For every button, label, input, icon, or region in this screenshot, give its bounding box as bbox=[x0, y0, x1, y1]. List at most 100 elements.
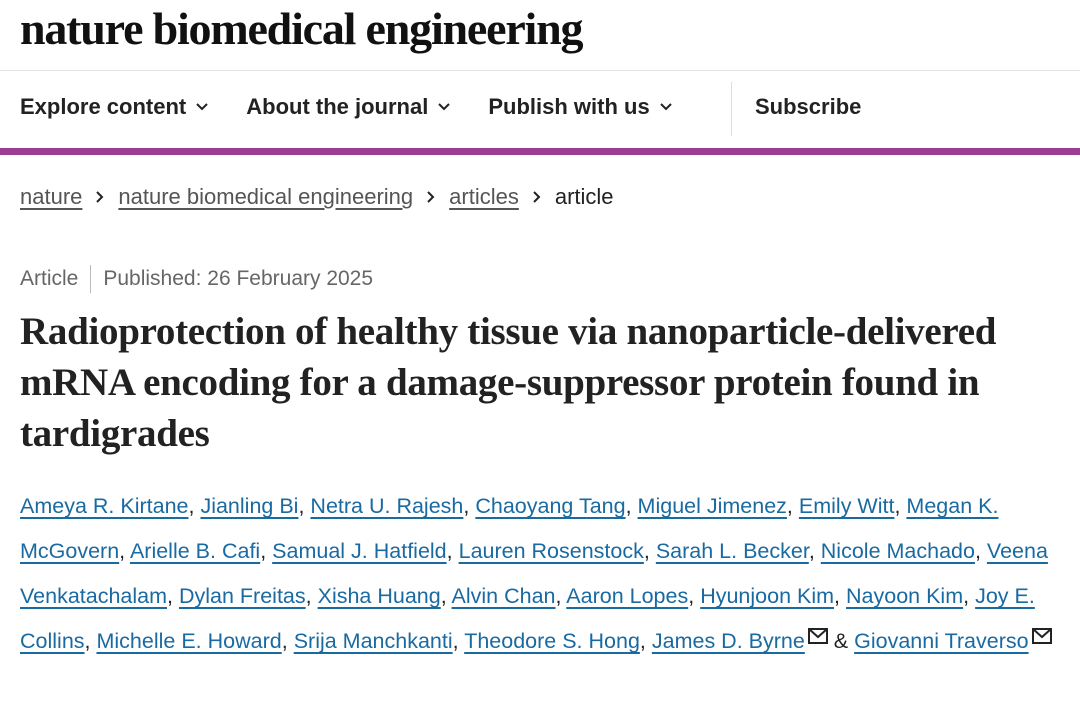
author-separator: , bbox=[167, 584, 173, 608]
author-separator: , bbox=[688, 584, 695, 608]
author-name[interactable]: Aaron Lopes bbox=[566, 584, 689, 608]
author-name[interactable]: James D. Byrne bbox=[651, 629, 805, 653]
author-entry: Veena Venkatachalam, bbox=[20, 539, 1048, 608]
nav-item[interactable]: About the journal bbox=[246, 94, 451, 120]
author-name[interactable]: Chaoyang Tang bbox=[475, 494, 626, 518]
mail-icon bbox=[1031, 628, 1052, 644]
divider bbox=[0, 70, 1080, 71]
author-entry: Michelle E. Howard, bbox=[97, 629, 288, 653]
chevron-down-path bbox=[196, 103, 208, 111]
chevron-down-path bbox=[659, 103, 672, 111]
author-name[interactable]: Dylan Freitas bbox=[178, 584, 306, 608]
nav-label: Explore content bbox=[20, 94, 187, 119]
accent-bar bbox=[0, 148, 1080, 155]
author-separator: , bbox=[894, 494, 901, 518]
breadcrumb-chevron bbox=[96, 191, 104, 203]
author-name[interactable]: Sarah L. Becker bbox=[655, 539, 809, 563]
author-separator: , bbox=[463, 494, 470, 518]
breadcrumb-link[interactable]: nature biomedical engineering bbox=[118, 184, 414, 209]
published-date: Published: 26 February 2025 bbox=[103, 267, 374, 290]
author-entry: Arielle B. Cafi, bbox=[130, 539, 266, 563]
article-title: Radioprotection of healthy tissue via na… bbox=[20, 310, 997, 455]
author-name[interactable]: Emily Witt bbox=[798, 494, 895, 518]
author-name[interactable]: Megan K. McGovern bbox=[20, 494, 999, 563]
author-entry: Miguel Jimenez, bbox=[638, 494, 793, 518]
breadcrumb-current: article bbox=[554, 184, 614, 209]
author-entry: Aaron Lopes, bbox=[566, 584, 694, 608]
author-separator: , bbox=[305, 584, 312, 608]
author-name[interactable]: Miguel Jimenez bbox=[637, 494, 787, 518]
author-name[interactable]: Hyunjoon Kim bbox=[700, 584, 835, 608]
author-entry: Ameya R. Kirtane, bbox=[20, 494, 194, 518]
chevron-down bbox=[659, 103, 672, 111]
author-entry: Nicole Machado, bbox=[821, 539, 981, 563]
author-entry: Hyunjoon Kim, bbox=[700, 584, 840, 608]
author-name[interactable]: Theodore S. Hong bbox=[464, 629, 640, 653]
chevron-down bbox=[196, 103, 208, 111]
author-entry: Srija Manchkanti, bbox=[294, 629, 459, 653]
journal-title[interactable]: nature biomedical engineering bbox=[20, 3, 584, 54]
chevron-down-path bbox=[438, 103, 451, 111]
author-name[interactable]: Veena Venkatachalam bbox=[20, 539, 1048, 608]
author-name[interactable]: Samual J. Hatfield bbox=[272, 539, 447, 563]
article-meta: Article Published: 26 February 2025 bbox=[20, 265, 373, 293]
breadcrumbs: nature nature biomedical engineering artic… bbox=[20, 184, 614, 210]
nav-item[interactable]: Explore content bbox=[20, 94, 208, 120]
author-name[interactable]: Srija Manchkanti bbox=[293, 629, 453, 653]
author-separator: , bbox=[834, 584, 841, 608]
author-entry: Jianling Bi, bbox=[200, 494, 304, 518]
author-separator: , bbox=[440, 584, 447, 608]
breadcrumb-link[interactable]: nature bbox=[20, 184, 83, 209]
nav-label: Publish with us bbox=[488, 94, 650, 119]
breadcrumb-chevron bbox=[427, 191, 435, 203]
author-separator: , bbox=[446, 539, 453, 563]
meta-separator bbox=[90, 265, 92, 293]
author-name[interactable]: Lauren Rosenstock bbox=[458, 539, 644, 563]
author-entry: Emily Witt, bbox=[799, 494, 901, 518]
author-entry: Giovanni Traverso bbox=[854, 628, 1052, 653]
nav-item[interactable]: Publish with us bbox=[488, 94, 672, 120]
author-name[interactable]: Arielle B. Cafi bbox=[129, 539, 261, 563]
nav: Explore content About the journal Publish … bbox=[20, 94, 710, 120]
author-separator: , bbox=[639, 629, 646, 653]
author-name[interactable]: Jianling Bi bbox=[200, 494, 299, 518]
author-name[interactable]: Alvin Chan bbox=[451, 584, 556, 608]
author-entry: Netra U. Rajesh, bbox=[310, 494, 469, 518]
author-entry: Lauren Rosenstock, bbox=[459, 539, 650, 563]
author-separator: , bbox=[974, 539, 981, 563]
author-name[interactable]: Netra U. Rajesh bbox=[310, 494, 464, 518]
mail-icon-path bbox=[807, 628, 828, 644]
author-name[interactable]: Nicole Machado bbox=[820, 539, 975, 563]
breadcrumb-chevron bbox=[533, 191, 541, 203]
author-separator: , bbox=[84, 629, 91, 653]
mail-icon bbox=[807, 628, 828, 644]
author-conjunction: & bbox=[833, 629, 849, 653]
author-separator: , bbox=[260, 539, 267, 563]
author-name[interactable]: Xisha Huang bbox=[317, 584, 441, 608]
author-separator: , bbox=[555, 584, 562, 608]
author-name[interactable]: Joy E. Collins bbox=[20, 584, 1035, 653]
author-entry: Dylan Freitas, bbox=[179, 584, 312, 608]
author-name[interactable]: Ameya R. Kirtane bbox=[20, 494, 189, 518]
breadcrumb-chevron-path bbox=[96, 191, 104, 203]
author-separator: , bbox=[786, 494, 793, 518]
author-name[interactable]: Giovanni Traverso bbox=[854, 629, 1029, 653]
breadcrumb-chevron-path bbox=[427, 191, 435, 203]
nav-separator bbox=[731, 82, 732, 136]
author-entry: Samual J. Hatfield, bbox=[272, 539, 452, 563]
author-separator: , bbox=[298, 494, 305, 518]
article-type: Article bbox=[20, 267, 79, 290]
author-name[interactable]: Michelle E. Howard bbox=[96, 629, 282, 653]
subscribe[interactable]: Subscribe bbox=[755, 94, 862, 119]
author-name[interactable]: Nayoon Kim bbox=[846, 584, 964, 608]
author-separator: , bbox=[808, 539, 815, 563]
breadcrumb-chevron-path bbox=[533, 191, 541, 203]
author-entry: Theodore S. Hong, bbox=[464, 629, 646, 653]
nav-label: About the journal bbox=[246, 94, 429, 119]
author-entry: Joy E. Collins, bbox=[20, 584, 1035, 653]
author-separator: , bbox=[625, 494, 632, 518]
author-entry: Megan K. McGovern, bbox=[20, 494, 998, 563]
breadcrumb-link[interactable]: articles bbox=[449, 184, 519, 209]
